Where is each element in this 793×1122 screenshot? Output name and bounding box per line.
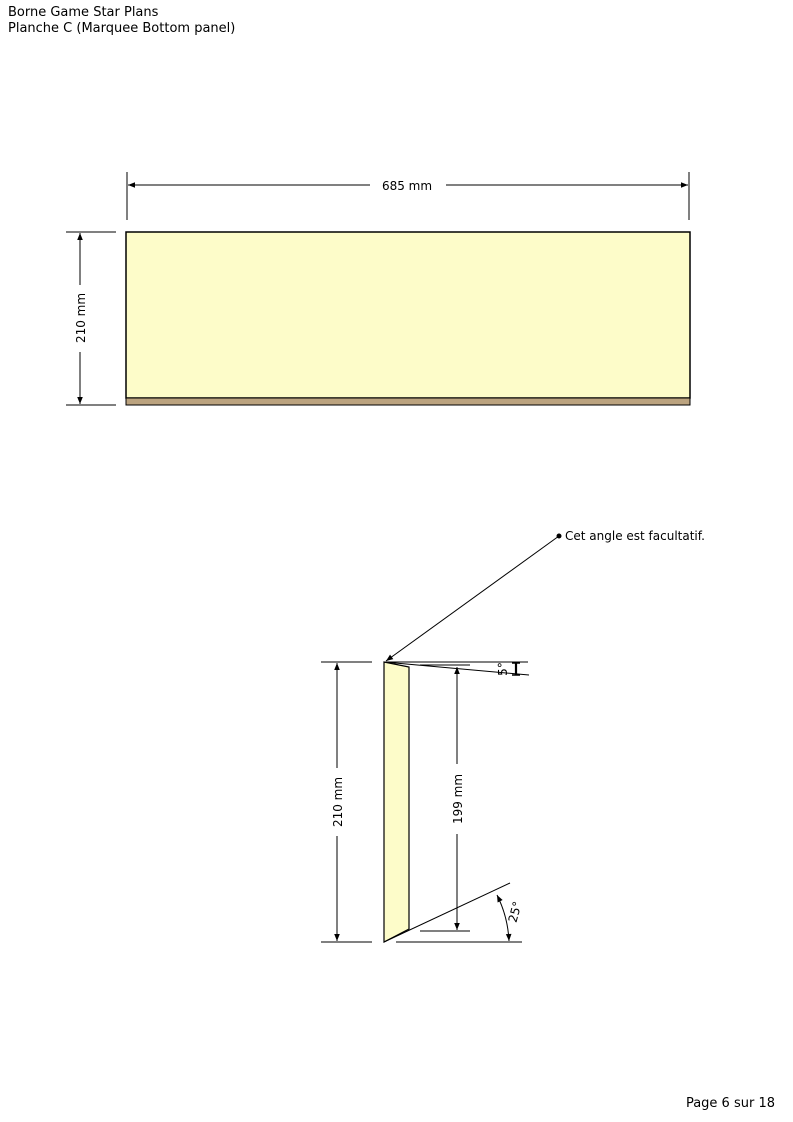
bottom-angle-arc: [496, 894, 512, 942]
panel-side-section: [383, 661, 410, 943]
marquee-bottom-panel-edge: [125, 397, 691, 406]
side-height-label: 210 mm: [331, 777, 345, 827]
width-dimension-label: 685 mm: [382, 179, 432, 193]
marquee-bottom-panel-face: [125, 231, 691, 399]
front-view: 685 mm 210 mm: [66, 172, 691, 406]
height-dimension-label: 210 mm: [74, 293, 88, 343]
annotation-leader-line: [385, 535, 560, 662]
bottom-angle-slope-line: [383, 882, 511, 943]
page-number: Page 6 sur 18: [685, 1096, 775, 1111]
inner-height-label: 199 mm: [451, 774, 465, 824]
top-angle-label: 5°: [496, 662, 510, 676]
side-view: 210 mm 199 mm 5° 25° Cet angle est facul…: [321, 529, 705, 943]
document-title: Borne Game Star Plans: [8, 5, 159, 20]
bottom-angle-label: 25°: [506, 900, 525, 924]
optional-angle-note: Cet angle est facultatif.: [565, 529, 705, 543]
document-subtitle: Planche C (Marquee Bottom panel): [8, 21, 236, 36]
top-angle-slope-line: [383, 661, 530, 676]
